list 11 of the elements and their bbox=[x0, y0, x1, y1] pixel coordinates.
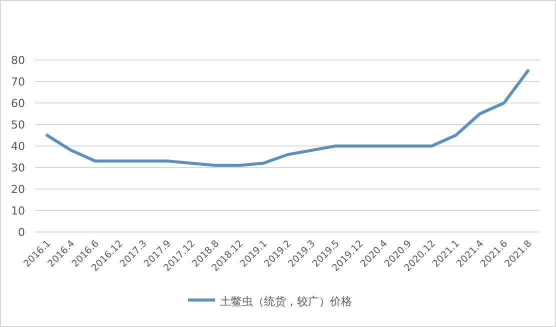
y-tick-label: 50 bbox=[11, 118, 25, 132]
y-tick-label: 20 bbox=[11, 183, 25, 196]
line-series bbox=[46, 69, 530, 167]
y-tick-label: 10 bbox=[11, 204, 25, 218]
y-tick-label: 70 bbox=[11, 76, 25, 88]
y-tick-label: 40 bbox=[11, 140, 25, 153]
legend-label: 土鳖虫（统货，较广）价格 bbox=[220, 295, 352, 308]
y-tick-label: 30 bbox=[11, 162, 25, 174]
y-tick-label: 80 bbox=[11, 54, 25, 67]
y-tick-label: 60 bbox=[11, 97, 25, 110]
y-tick-label: 0 bbox=[18, 226, 25, 239]
